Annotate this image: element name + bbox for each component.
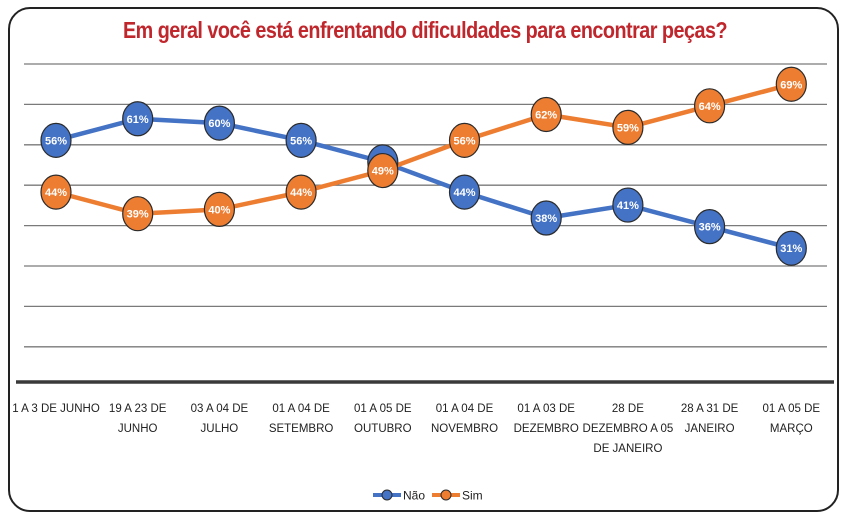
data-label: 59%	[617, 122, 639, 134]
data-point: 36%	[693, 209, 726, 245]
chart-frame	[8, 7, 839, 512]
data-point: 44%	[40, 174, 72, 210]
series-line-nao	[55, 116, 792, 251]
point-marker	[367, 152, 399, 189]
data-point: 62%	[530, 96, 562, 133]
x-tick-label: 03 A 04 DE JULHO	[191, 403, 249, 435]
data-point: 41%	[612, 187, 644, 223]
legend-label: Sim	[462, 489, 483, 503]
x-tick-label: 01 A 04 DE NOVEMBRO	[431, 403, 498, 435]
x-tick-label: 1 A 3 DE JUNHO	[12, 403, 100, 415]
data-label: 36%	[699, 222, 721, 234]
data-label: 56%	[45, 135, 67, 147]
data-point: 64%	[693, 88, 726, 124]
data-point: 56%	[448, 122, 481, 158]
x-tick-labels: 1 A 3 DE JUNHO 19 A 23 DE JUNHO 03 A 04 DE J…	[12, 403, 820, 455]
legend-marker	[381, 489, 393, 501]
point-marker	[122, 101, 154, 137]
point-marker	[612, 187, 644, 223]
point-marker	[693, 209, 726, 245]
series-points: 56%61%60%56%51%44%38%41%36%31%44%39%40%4…	[40, 66, 807, 266]
data-label: 44%	[290, 187, 312, 199]
data-point: 44%	[285, 174, 317, 210]
chart-title: Em geral você está enfrentando dificulda…	[122, 17, 728, 43]
data-label: 56%	[290, 135, 312, 147]
point-marker	[448, 122, 481, 158]
x-tick-label: 01 A 05 DE MARÇO	[763, 403, 821, 435]
point-marker	[775, 66, 807, 102]
data-point: 60%	[203, 105, 235, 141]
data-point: 56%	[40, 122, 72, 158]
data-label: 61%	[127, 114, 149, 126]
data-label: 40%	[208, 204, 230, 216]
point-marker	[693, 88, 726, 124]
legend-item-nao: Não	[373, 489, 425, 503]
data-point: 31%	[775, 230, 807, 266]
point-marker	[775, 230, 807, 266]
gridlines	[24, 63, 827, 348]
point-marker	[448, 174, 481, 210]
data-label: 41%	[617, 200, 639, 212]
data-label: 38%	[535, 213, 557, 225]
data-label: 39%	[127, 209, 149, 221]
data-point: 49%	[367, 152, 399, 189]
data-label: 49%	[372, 166, 394, 178]
x-tick-label: 28 A 31 DE JANEIRO	[681, 403, 739, 435]
x-tick-label: 19 A 23 DE JUNHO	[109, 403, 167, 435]
point-marker	[612, 109, 644, 146]
data-point: 69%	[775, 66, 807, 102]
data-point: 39%	[122, 196, 154, 232]
legend-marker	[440, 489, 452, 501]
point-marker	[285, 122, 317, 158]
data-point: 44%	[448, 174, 481, 210]
data-label: 64%	[699, 101, 721, 113]
data-label: 62%	[535, 109, 557, 121]
point-marker	[40, 122, 72, 158]
data-point: 61%	[122, 101, 154, 137]
series-line-sim	[55, 82, 792, 216]
series-lines	[55, 82, 792, 251]
x-tick-label: 01 A 05 DE OUTUBRO	[354, 403, 412, 435]
point-marker	[203, 105, 235, 141]
data-point: 40%	[203, 191, 235, 227]
data-label: 69%	[780, 79, 802, 91]
data-label: 60%	[208, 118, 230, 130]
data-point: 38%	[530, 200, 562, 236]
data-point: 59%	[612, 109, 644, 146]
legend-label: Não	[403, 489, 425, 503]
x-tick-label: 01 A 03 DE DEZEMBRO	[514, 403, 579, 435]
legend: Não Sim	[373, 489, 483, 503]
point-marker	[122, 196, 154, 232]
data-label: 31%	[780, 243, 802, 255]
legend-item-sim: Sim	[432, 489, 483, 503]
data-label: 56%	[453, 135, 475, 147]
data-label: 44%	[45, 187, 67, 199]
point-marker	[285, 174, 317, 210]
data-label: 44%	[453, 187, 475, 199]
point-marker	[530, 96, 562, 133]
x-tick-label: 01 A 04 DE SETEMBRO	[269, 403, 334, 435]
point-marker	[203, 191, 235, 227]
point-marker	[40, 174, 72, 210]
x-tick-label: 28 DE DEZEMBRO A 05 DE JANEIRO	[583, 403, 674, 455]
data-point: 56%	[285, 122, 317, 158]
point-marker	[530, 200, 562, 236]
